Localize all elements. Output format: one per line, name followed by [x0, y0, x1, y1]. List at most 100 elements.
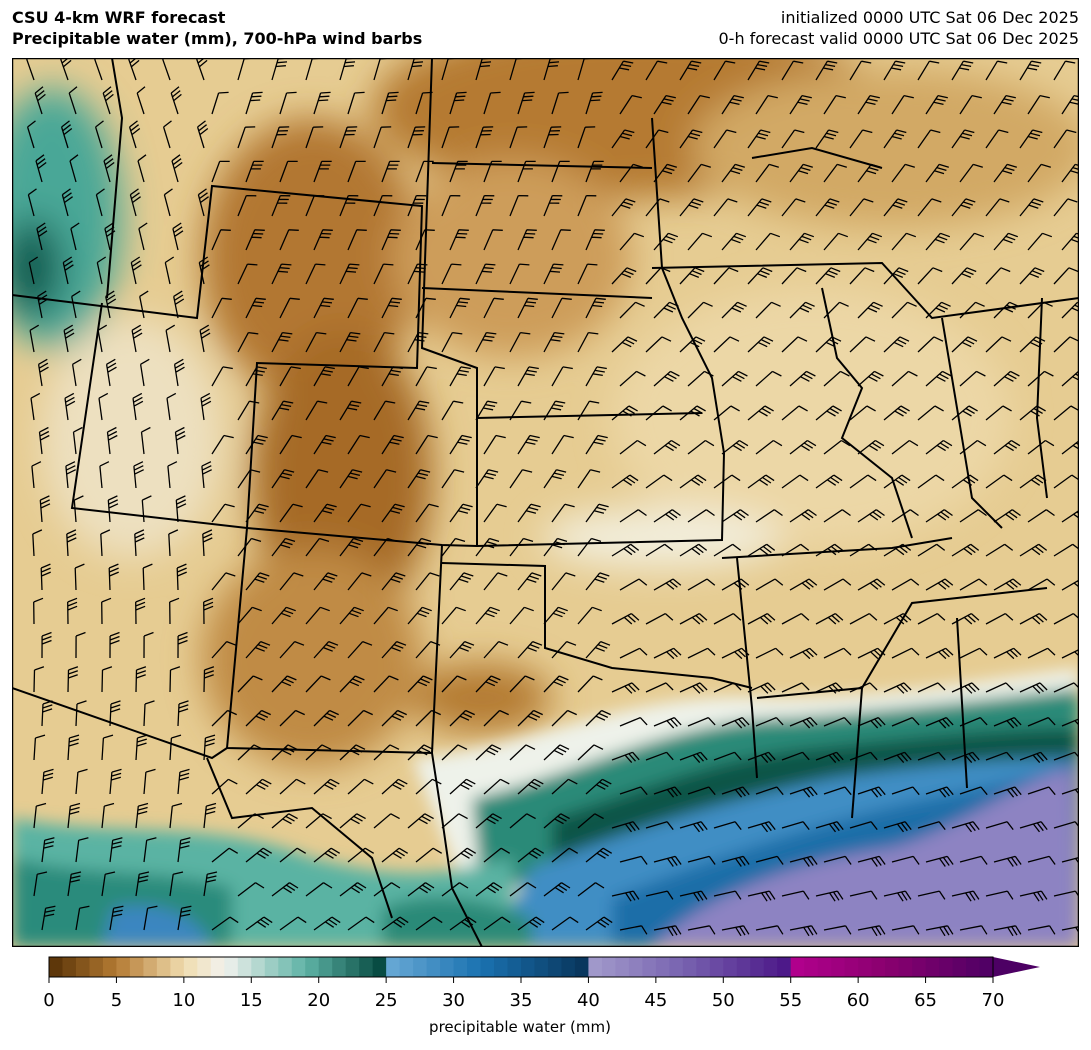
wind-barb	[679, 60, 702, 81]
wind-barb	[415, 503, 439, 523]
wind-barb	[449, 160, 468, 183]
wind-barb	[959, 647, 988, 659]
wind-barb	[959, 786, 988, 796]
wind-barb	[37, 290, 49, 319]
wind-barb	[849, 751, 878, 761]
wind-barb	[687, 94, 710, 115]
wind-barb	[543, 744, 570, 761]
wind-barb	[687, 301, 713, 319]
wind-barb	[271, 675, 297, 693]
wind-barb	[781, 751, 810, 761]
colorbar-cell	[723, 957, 738, 977]
wind-barb	[339, 813, 366, 829]
wind-barb	[747, 129, 771, 149]
wind-barb	[176, 563, 187, 591]
wind-barb	[577, 331, 599, 353]
colorbar-cell	[440, 957, 455, 977]
wind-barb	[64, 392, 76, 421]
wind-barb	[857, 855, 886, 867]
wind-barb	[815, 890, 844, 902]
wind-barb	[883, 474, 911, 489]
wind-barb	[823, 301, 849, 319]
wind-barb	[815, 60, 838, 81]
wind-barb	[1061, 509, 1079, 523]
wind-barb	[483, 434, 506, 455]
wind-barb	[781, 682, 810, 693]
wind-barb	[381, 916, 409, 931]
wind-barb	[168, 529, 179, 557]
wind-barb	[747, 267, 773, 285]
wind-barb	[67, 871, 82, 897]
wind-barb	[645, 821, 674, 830]
wind-barb	[985, 682, 1014, 693]
wind-barb	[245, 297, 266, 319]
wind-barb	[1027, 786, 1056, 796]
wind-barb	[679, 405, 706, 421]
wind-barb	[985, 336, 1012, 353]
colorbar-cell	[588, 957, 603, 977]
wind-barb	[305, 194, 325, 217]
wind-barb	[653, 509, 681, 523]
wind-barb	[645, 543, 674, 557]
wind-barb	[1019, 682, 1048, 694]
wind-barb	[475, 537, 500, 557]
wind-barb	[475, 263, 496, 285]
wind-barb	[75, 631, 86, 659]
wind-barb	[449, 572, 474, 591]
wind-barb	[94, 120, 104, 149]
wind-barb	[781, 821, 810, 830]
wind-barb	[339, 675, 365, 693]
wind-barb	[509, 537, 534, 557]
wind-barb	[66, 529, 77, 557]
wind-barb	[993, 786, 1022, 798]
wind-barb	[883, 821, 912, 833]
wind-barb	[73, 495, 84, 523]
wind-barb	[313, 91, 331, 115]
wind-barb	[781, 890, 810, 900]
wind-barb	[585, 847, 613, 863]
wind-barb	[679, 613, 708, 625]
wind-barb	[883, 129, 907, 149]
wind-barb	[1027, 509, 1055, 523]
time-block: initialized 0000 UTC Sat 06 Dec 2025 0-h…	[718, 7, 1079, 49]
colorbar-tick-label: 40	[577, 990, 600, 1011]
wind-barb	[1061, 163, 1079, 183]
wind-barb	[891, 163, 915, 183]
wind-barb	[917, 821, 946, 830]
wind-barb	[313, 160, 332, 183]
wind-barb	[449, 847, 477, 863]
wind-barb	[211, 434, 234, 455]
wind-barb	[815, 336, 842, 353]
wind-barb	[313, 847, 341, 863]
wind-barb	[925, 647, 954, 660]
wind-barb	[993, 370, 1020, 387]
wind-barb	[789, 786, 818, 798]
colorbar-tick-label: 0	[43, 990, 54, 1011]
wind-barb	[143, 768, 156, 795]
wind-barb	[475, 400, 498, 421]
wind-barb	[543, 126, 562, 149]
wind-barb	[198, 256, 210, 285]
wind-barb	[143, 837, 157, 863]
wind-barb	[101, 871, 116, 897]
wind-barb	[951, 198, 976, 217]
colorbar-label: precipitable water (mm)	[429, 1018, 611, 1036]
wind-barb	[713, 543, 742, 557]
wind-barb	[883, 682, 912, 694]
wind-barb	[577, 400, 600, 421]
colorbar-cell	[696, 957, 711, 977]
wind-barb	[128, 58, 140, 81]
wind-barb	[577, 194, 597, 217]
wind-barb	[441, 537, 466, 557]
wind-barb	[679, 543, 708, 557]
wind-barb	[135, 871, 150, 897]
wind-barb	[373, 882, 401, 897]
wind-barb	[1061, 579, 1079, 591]
wind-barb	[483, 297, 504, 319]
wind-barb	[645, 613, 674, 625]
map-frame	[12, 58, 1079, 947]
wind-barb	[33, 871, 48, 897]
wind-barb	[577, 126, 596, 149]
wind-barb	[237, 331, 259, 353]
colorbar-cell	[75, 957, 91, 977]
